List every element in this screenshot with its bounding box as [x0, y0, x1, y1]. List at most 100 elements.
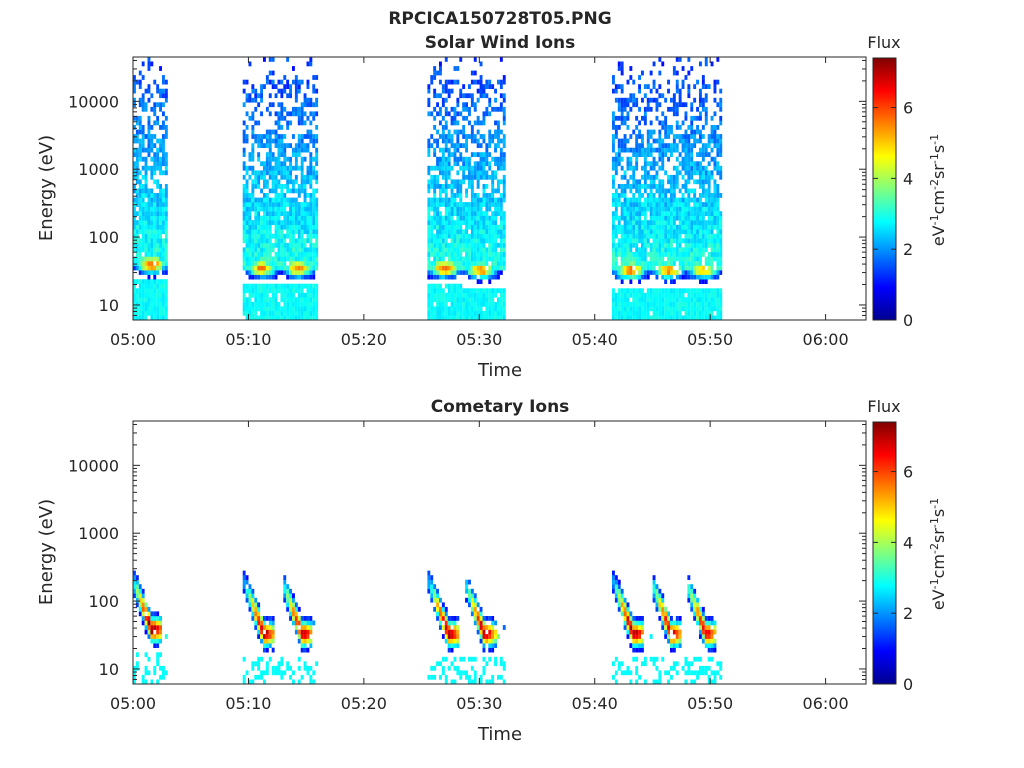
- spectrogram-cell: [254, 138, 258, 144]
- spectrogram-cell: [300, 247, 304, 253]
- spectrogram-cell: [242, 679, 246, 684]
- spectrogram-cell: [141, 193, 145, 198]
- spectrogram-cell: [699, 174, 702, 180]
- spectrogram-cell: [274, 165, 278, 171]
- spectrogram-cell: [643, 229, 647, 235]
- spectrogram-cell: [641, 211, 644, 216]
- spectrogram-cell: [268, 242, 272, 248]
- spectrogram-cell: [300, 170, 304, 176]
- spectrogram-cell: [499, 674, 503, 680]
- spectrogram-cell: [620, 143, 624, 148]
- spectrogram-cell: [502, 297, 506, 303]
- spectrogram-cell: [494, 197, 497, 203]
- spectrogram-cell: [687, 288, 691, 294]
- spectrogram-cell: [620, 292, 624, 298]
- spectrogram-cell: [268, 220, 272, 225]
- spectrogram-cell: [693, 261, 697, 266]
- spectrogram-cell: [245, 261, 249, 266]
- spectrogram-cell: [260, 202, 263, 207]
- spectrogram-cell: [300, 620, 304, 626]
- spectrogram-cell: [641, 206, 644, 212]
- spectrogram-cell: [444, 616, 448, 621]
- spectrogram-cell: [646, 102, 650, 108]
- spectrogram-cell: [497, 301, 500, 307]
- x-tick-label: 05:40: [572, 330, 618, 349]
- spectrogram-cell: [251, 679, 255, 684]
- spectrogram-cell: [690, 670, 694, 676]
- spectrogram-cell: [453, 238, 457, 244]
- spectrogram-cell: [141, 297, 145, 303]
- spectrogram-cell: [254, 611, 258, 617]
- spectrogram-cell: [283, 174, 287, 180]
- spectrogram-cell: [144, 156, 148, 162]
- spectrogram-cell: [664, 247, 668, 253]
- spectrogram-cell: [687, 247, 691, 253]
- spectrogram-cell: [716, 270, 720, 275]
- spectrogram-cell: [260, 261, 263, 266]
- spectrogram-cell: [436, 310, 439, 316]
- spectrogram-cell: [294, 265, 298, 271]
- spectrogram-cell: [635, 625, 639, 630]
- spectrogram-cell: [638, 297, 641, 303]
- spectrogram-cell: [251, 84, 255, 89]
- spectrogram-cell: [646, 301, 650, 307]
- spectrogram-cell: [643, 661, 647, 667]
- spectrogram-cell: [623, 224, 627, 230]
- spectrogram-cell: [141, 310, 145, 316]
- spectrogram-cell: [649, 152, 653, 157]
- spectrogram-cell: [646, 202, 650, 207]
- spectrogram-cell: [447, 270, 451, 275]
- spectrogram-cell: [485, 215, 489, 221]
- spectrogram-cell: [245, 315, 249, 320]
- spectrogram-cell: [251, 134, 255, 139]
- spectrogram-cell: [462, 102, 466, 108]
- spectrogram-cell: [242, 674, 246, 680]
- spectrogram-cell: [450, 233, 454, 239]
- spectrogram-cell: [459, 206, 463, 212]
- spectrogram-cell: [479, 215, 483, 221]
- spectrogram-cell: [444, 147, 448, 153]
- spectrogram-cell: [632, 643, 636, 648]
- spectrogram-cell: [283, 283, 287, 289]
- spectrogram-cell: [450, 643, 454, 648]
- spectrogram-cell: [153, 156, 157, 162]
- spectrogram-cell: [441, 616, 445, 621]
- spectrogram-cell: [643, 215, 647, 221]
- spectrogram-cell: [612, 134, 615, 139]
- spectrogram-cell: [670, 297, 673, 303]
- spectrogram-cell: [300, 252, 304, 257]
- spectrogram-cell: [162, 152, 165, 157]
- spectrogram-cell: [499, 315, 503, 320]
- spectrogram-cell: [265, 274, 269, 280]
- spectrogram-cell: [297, 283, 301, 289]
- spectrogram-cell: [444, 233, 448, 239]
- spectrogram-cell: [271, 188, 275, 194]
- spectrogram-cell: [436, 606, 439, 612]
- spectrogram-cell: [482, 211, 486, 216]
- spectrogram-cell: [303, 143, 307, 148]
- spectrogram-cell: [459, 247, 463, 253]
- spectrogram-cell: [707, 170, 711, 176]
- spectrogram-cell: [707, 616, 711, 621]
- spectrogram-cell: [626, 206, 630, 212]
- spectrogram-cell: [254, 288, 258, 294]
- spectrogram-cell: [491, 674, 495, 680]
- spectrogram-cell: [312, 156, 316, 162]
- spectrogram-cell: [693, 115, 697, 121]
- spectrogram-cell: [672, 106, 676, 112]
- cometary-plot-frame: [132, 420, 867, 685]
- spectrogram-cell: [138, 611, 142, 617]
- spectrogram-cell: [144, 652, 148, 658]
- spectrogram-cell: [138, 79, 142, 85]
- spectrogram-cell: [309, 202, 313, 207]
- spectrogram-cell: [635, 247, 639, 253]
- spectrogram-cell: [263, 197, 266, 203]
- spectrogram-cell: [646, 229, 650, 235]
- spectrogram-cell: [156, 265, 160, 271]
- spectrogram-cell: [427, 229, 431, 235]
- spectrogram-cell: [485, 274, 489, 280]
- spectrogram-cell: [283, 306, 287, 312]
- spectrogram-cell: [268, 283, 272, 289]
- spectrogram-cell: [430, 597, 434, 603]
- spectrogram-cell: [612, 120, 615, 126]
